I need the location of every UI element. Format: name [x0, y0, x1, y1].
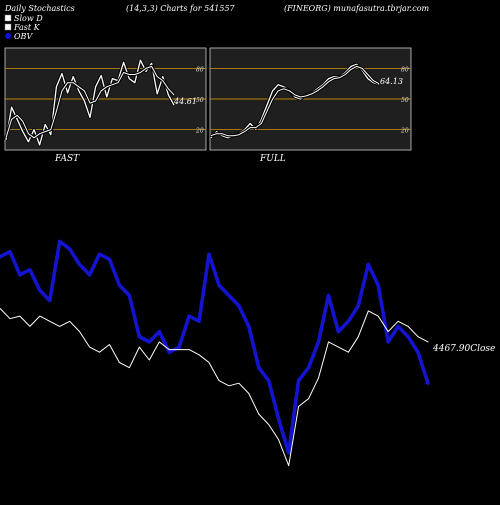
fast-fast-k-line [5, 59, 175, 146]
obv-close-value-label: 4467.90Close [432, 344, 495, 354]
full-slow-d-line [210, 65, 380, 137]
legend-label-fast-k: Fast K [13, 23, 41, 32]
fast-panel-caption: FAST [54, 154, 80, 164]
full-ytick-50: 50 [401, 97, 409, 104]
legend-label-obv: OBV [14, 32, 33, 41]
close-price-line [0, 307, 429, 467]
fast-ytick-50: 50 [196, 97, 204, 104]
fast-last-value-label: 44.61 [173, 97, 197, 106]
legend-label-slow-d: Slow D [14, 14, 43, 23]
header-right-title: (FINEORG) munafasutra.tbrjar.com [284, 4, 430, 13]
legend-swatch-slow-d [4, 14, 12, 22]
full-ytick-20: 20 [400, 128, 409, 135]
header-center-title: (14,3,3) Charts for 541557 [126, 4, 236, 13]
full-panel-caption: FULL [259, 154, 286, 164]
full-ytick-80: 80 [401, 66, 409, 73]
header-left-title: Daily Stochastics [4, 4, 75, 13]
full-panel-layer: 80 50 20 [209, 62, 411, 140]
fast-slow-d-line [5, 65, 175, 139]
fast-ytick-20: 20 [195, 128, 204, 135]
fast-panel-layer: 80 50 20 [4, 58, 206, 147]
legend-swatch-obv [5, 33, 11, 39]
full-last-value-label: 64.13 [380, 77, 403, 86]
obv-line [0, 239, 430, 455]
fast-ytick-80: 80 [196, 66, 204, 73]
obv-panel-layer [0, 239, 430, 467]
legend-swatch-fast-k [4, 23, 12, 31]
